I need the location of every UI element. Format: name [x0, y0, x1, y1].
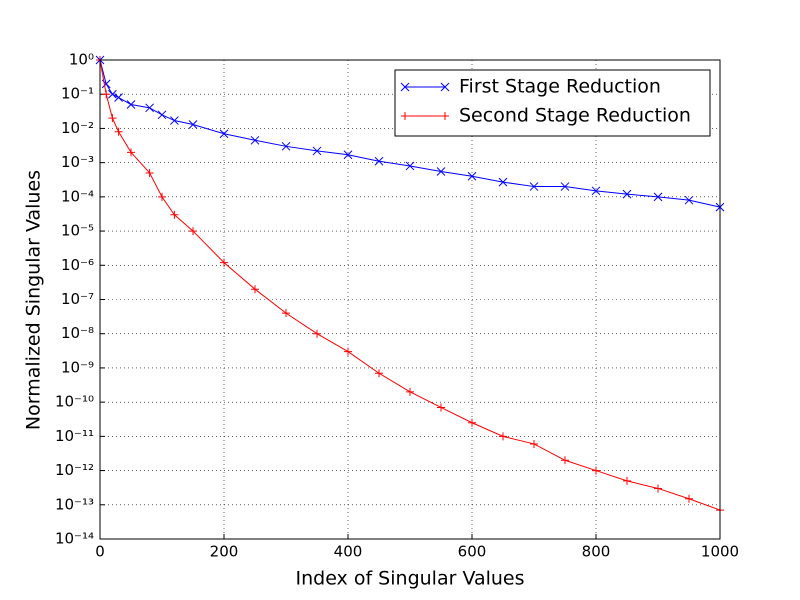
y-tick-label: 10⁻⁹: [61, 358, 94, 376]
data-point: [145, 103, 154, 113]
data-point: [374, 156, 384, 166]
data-point: [102, 90, 111, 99]
data-point: [498, 177, 508, 187]
data-point: [344, 347, 352, 356]
data-point: [189, 227, 197, 236]
data-point: [561, 456, 569, 465]
data-point: [684, 195, 694, 205]
data-point: [685, 494, 693, 503]
x-tick-label: 0: [95, 543, 105, 561]
data-point: [219, 129, 229, 139]
data-point: [114, 127, 123, 136]
data-point: [406, 387, 414, 396]
legend-label: Second Stage Reduction: [459, 105, 691, 127]
legend-marker: [401, 112, 409, 120]
data-point: [108, 89, 117, 99]
data-point: [653, 192, 663, 202]
data-point: [622, 189, 632, 199]
data-point: [405, 161, 415, 171]
y-tick-label: 10⁻¹⁰: [55, 393, 94, 411]
y-tick-label: 10⁻⁷: [61, 290, 94, 308]
x-tick-label: 400: [334, 543, 363, 561]
data-point: [188, 120, 198, 129]
y-tick-label: 10⁻²: [61, 119, 94, 137]
data-point: [530, 439, 538, 448]
series-line: [99, 59, 721, 511]
legend-marker: [400, 82, 410, 92]
x-tick-label: 800: [582, 543, 611, 561]
x-axis-label: Index of Singular Values: [295, 568, 524, 590]
y-tick-label: 10⁻¹²: [55, 461, 94, 479]
data-point: [499, 432, 507, 441]
y-tick-label: 10⁻¹³: [55, 495, 94, 513]
data-point: [468, 418, 476, 427]
y-tick-label: 10⁻¹⁴: [55, 530, 94, 548]
plot-frame: [99, 59, 721, 540]
y-axis-label: Normalized Singular Values: [23, 170, 45, 430]
data-point: [170, 116, 179, 125]
data-point: [560, 182, 570, 191]
y-tick-label: 10⁻¹¹: [55, 427, 94, 445]
y-tick-label: 10⁰: [69, 51, 94, 69]
series-line: [99, 59, 721, 208]
y-tick-label: 10⁻⁴: [61, 187, 94, 205]
y-tick-label: 10⁻¹: [61, 85, 94, 103]
data-point: [145, 168, 154, 177]
data-point: [592, 466, 600, 475]
y-tick-label: 10⁻⁸: [61, 324, 94, 342]
legend-label: First Stage Reduction: [459, 76, 661, 98]
data-point: [654, 484, 662, 493]
data-point: [467, 171, 477, 181]
data-point: [114, 93, 123, 102]
y-tick-label: 10⁻⁵: [61, 222, 94, 240]
data-point: [529, 182, 539, 191]
x-tick-label: 200: [210, 543, 239, 561]
x-tick-label: 1000: [701, 543, 739, 561]
data-point: [127, 148, 135, 157]
data-point: [312, 146, 322, 156]
data-point: [251, 285, 259, 294]
data-point: [157, 110, 167, 120]
data-point: [108, 114, 117, 123]
data-point: [436, 167, 446, 176]
data-point: [281, 141, 291, 151]
data-point: [250, 135, 260, 145]
data-point: [375, 369, 383, 378]
legend-marker: [440, 82, 450, 92]
data-point: [170, 210, 179, 219]
y-tick-label: 10⁻³: [61, 153, 94, 171]
legend-box: [394, 69, 711, 137]
data-point: [158, 192, 166, 201]
y-tick-label: 10⁻⁶: [61, 256, 94, 274]
data-point: [623, 476, 631, 485]
data-point: [343, 150, 353, 160]
data-point: [437, 403, 445, 412]
data-point: [220, 258, 228, 267]
data-point: [313, 329, 321, 338]
data-point: [126, 100, 136, 109]
data-point: [591, 186, 601, 196]
data-point: [282, 309, 290, 318]
legend-marker: [441, 112, 449, 120]
x-tick-label: 600: [458, 543, 487, 561]
